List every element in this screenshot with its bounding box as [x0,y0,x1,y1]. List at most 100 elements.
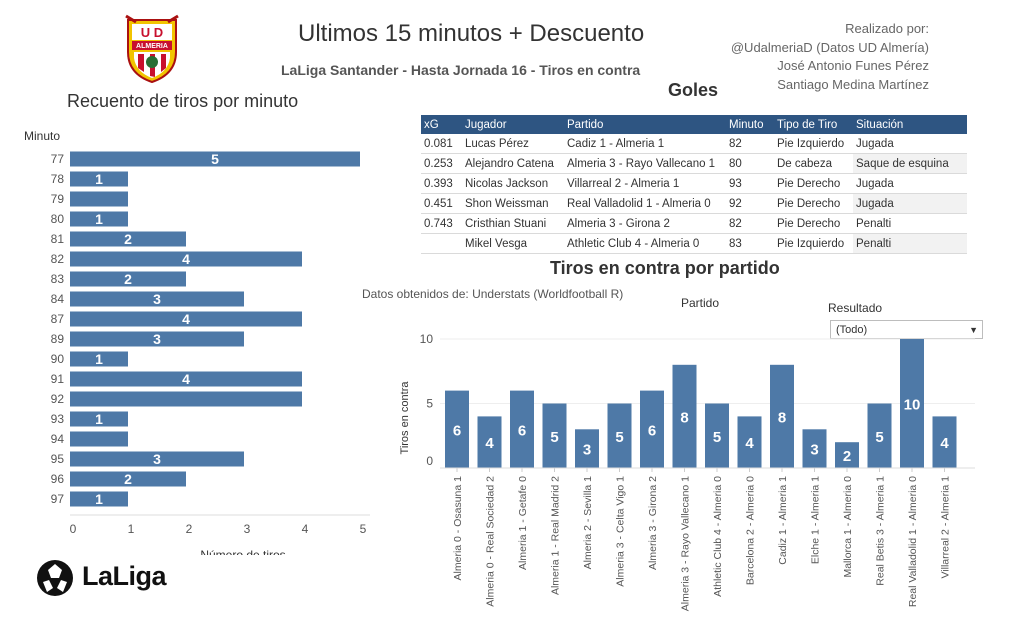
filter-value: (Todo) [836,324,868,336]
goal-row[interactable]: 0.451 Shon Weissman Real Valladolid 1 - Al… [421,193,967,214]
goal-cell: 0.393 [421,173,462,194]
col-partido[interactable]: Partido [564,115,726,134]
goal-cell: Athletic Club 4 - Almeria 0 [564,233,726,254]
data-label: 2 [843,448,851,465]
bar [70,471,186,487]
bar [607,403,632,468]
goal-cell: Pie Derecho [774,193,853,214]
col-tipo[interactable]: Tipo de Tiro [774,115,853,134]
goal-cell: Jugada [853,134,967,154]
data-label: 3 [583,442,591,459]
goal-row[interactable]: 0.743 Cristhian Stuani Almeria 3 - Girona … [421,213,967,234]
col-jugador[interactable]: Jugador [462,115,564,134]
goal-cell: 0.743 [421,213,462,234]
source-note: Datos obtenidos de: Understats (Worldfoo… [362,287,624,301]
x-tick-label: Almeria 1 - Getafe 0 [517,476,529,570]
bar [70,271,186,287]
y-tick-label: 81 [51,232,65,246]
y-tick-label: 77 [51,152,65,166]
x-tick-label: Cadiz 1 - Almeria 1 [777,476,789,565]
goal-cell: Saque de esquina [853,153,967,174]
goal-row[interactable]: Mikel Vesga Athletic Club 4 - Almeria 0 83… [421,233,967,254]
y-tick-label: 94 [51,432,65,446]
y-tick-label: 89 [51,332,65,346]
col-minuto[interactable]: Minuto [726,115,774,134]
x-tick-label: Elche 1 - Almeria 1 [810,476,822,564]
x-tick-label: Villarreal 2 - Almeria 1 [940,476,952,579]
goal-cell: Pie Derecho [774,173,853,194]
credits-line: José Antonio Funes Pérez [777,58,929,73]
bar [640,390,664,468]
x-tick-label: Almeria 0 - Real Sociedad 2 [485,476,497,607]
bar [542,403,567,468]
bar [705,403,729,468]
goal-row[interactable]: 0.253 Alejandro Catena Almeria 3 - Rayo Va… [421,153,967,174]
goal-cell: Alejandro Catena [462,153,564,174]
bar [70,411,128,427]
data-label: 2 [124,231,132,247]
goal-cell: 0.253 [421,153,462,174]
y-tick-label: 84 [51,292,65,306]
bar [70,491,128,507]
data-label: 5 [211,151,219,167]
bar [70,451,244,467]
goal-cell: Cristhian Stuani [462,213,564,234]
x-tick-label: Real Valladolid 1 - Almeria 0 [907,476,919,607]
goal-cell: Pie Derecho [774,213,853,234]
x-tick-label: Mallorca 1 - Almeria 0 [842,476,854,578]
goal-cell: 0.081 [421,134,462,154]
y-tick-label: 79 [51,192,65,206]
goal-cell: De cabeza [774,153,853,174]
crest-name: ALMERIA [136,43,168,50]
goal-cell: 93 [726,173,774,194]
data-label: 3 [153,451,161,467]
goal-cell: Lucas Pérez [462,134,564,154]
data-label: 4 [182,311,190,327]
goal-cell: Villarreal 2 - Almeria 1 [564,173,726,194]
x-tick-label: 5 [360,522,367,536]
goal-row[interactable]: 0.081 Lucas Pérez Cadiz 1 - Almeria 1 82 Pie… [421,134,967,154]
goal-cell: Cadiz 1 - Almeria 1 [564,134,726,154]
bar [70,431,128,447]
x-tick-label: Almeria 2 - Sevilla 1 [582,476,594,570]
goal-cell: Almeria 3 - Girona 2 [564,213,726,234]
goal-cell: Jugada [853,173,967,194]
goal-cell: Almeria 3 - Rayo Vallecano 1 [564,153,726,174]
data-label: 4 [940,435,949,452]
page-title: Ultimos 15 minutos + Descuento [298,20,645,47]
goal-cell: Mikel Vesga [462,233,564,254]
y-tick-label: 83 [51,272,65,286]
data-label: 4 [182,251,190,267]
data-label: 2 [124,471,132,487]
y-tick-label: 93 [51,412,65,426]
page-subtitle: LaLiga Santander - Hasta Jornada 16 - Ti… [281,62,641,78]
match-chart-xlabel: Partido [681,296,720,310]
data-label: 5 [713,429,721,446]
chevron-down-icon[interactable]: ▼ [969,325,978,335]
goal-cell: 82 [726,213,774,234]
bar [70,171,128,187]
data-label: 6 [518,422,526,439]
x-tick-label: Real Betis 3 - Almeria 1 [875,476,887,586]
goal-row[interactable]: 0.393 Nicolas Jackson Villarreal 2 - Almer… [421,173,967,194]
col-xg[interactable]: xG [421,115,462,134]
filter-label: Resultado [828,301,883,315]
goal-cell: Real Valladolid 1 - Almeria 0 [564,193,726,214]
y-tick-label: 80 [51,212,65,226]
data-label: 1 [95,351,103,367]
ud-almeria-crest: U D ALMERIA [125,14,179,84]
col-situacion[interactable]: Situación [853,115,967,134]
y-tick-label: 5 [426,397,433,411]
bar [575,429,599,468]
bar [70,191,128,207]
x-tick-label: Athletic Club 4 - Almeria 0 [712,476,724,597]
laliga-logo-icon [37,560,73,596]
y-tick-label: 97 [51,492,65,506]
goal-cell: Penalti [853,233,967,254]
bar [70,251,302,267]
x-tick-label: 3 [244,522,251,536]
x-tick-label: 0 [70,522,77,536]
data-label: 10 [904,397,921,414]
goal-cell: 83 [726,233,774,254]
bar [70,391,302,407]
